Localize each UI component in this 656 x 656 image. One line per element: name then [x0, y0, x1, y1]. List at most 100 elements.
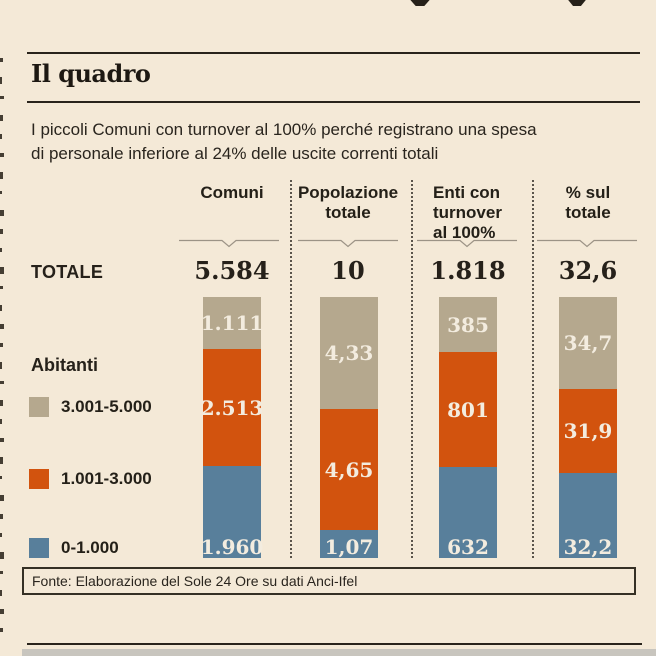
page-edge-text-fragment: [0, 191, 2, 194]
stacked-bar: 1.111 2.513 1.960: [200, 297, 264, 559]
header-pointer-line: [417, 239, 517, 248]
bar-segment: 632: [439, 467, 497, 558]
column-header: Popolazione totale: [288, 183, 408, 223]
legend-item: 3.001-5.000: [29, 397, 152, 417]
legend-swatch: [29, 538, 49, 558]
page-edge-text-fragment: [0, 324, 4, 329]
page-edge-text-fragment: [0, 381, 4, 384]
page-edge-text-fragment: [0, 115, 3, 121]
page-edge-text-fragment: [0, 248, 2, 252]
source-text: Fonte: Elaborazione del Sole 24 Ore su d…: [32, 573, 358, 589]
column-header-line: totale: [565, 203, 611, 222]
legend-label: 0-1.000: [61, 538, 119, 557]
page-edge-text-fragment: [0, 495, 4, 501]
column-separator: [290, 180, 292, 558]
bar-segment: 801: [439, 352, 497, 467]
page-edge-text-fragment: [0, 400, 3, 406]
bar-segment: 385: [439, 297, 497, 352]
header-pointer-line: [179, 239, 279, 248]
column-header-line: turnover: [433, 203, 502, 222]
bar-segment: 1,07: [320, 530, 378, 558]
bar-segment-value: 385: [447, 312, 489, 337]
page-edge-text-fragment: [0, 172, 3, 179]
subtitle-line-1: I piccoli Comuni con turnover al 100% pe…: [31, 120, 537, 139]
legend-swatch: [29, 469, 49, 489]
page-edge-text-fragment: [0, 609, 4, 614]
page-edge-text-fragment: [0, 438, 4, 442]
page-edge-text-fragment: [0, 419, 2, 424]
bar-segment: 32,2: [559, 473, 617, 558]
bar-segment: 31,9: [559, 389, 617, 473]
cropped-headline-fragment: [410, 0, 430, 6]
page-edge-text-fragment: [0, 210, 4, 216]
legend-item: 0-1.000: [29, 538, 119, 558]
cropped-headline-fragment: [568, 0, 586, 6]
stacked-bar: 385 801 632: [439, 297, 497, 558]
bar-segment-value: 31,9: [563, 419, 613, 443]
chart-subtitle: I piccoli Comuni con turnover al 100% pe…: [31, 118, 537, 166]
page-edge-text-fragment: [0, 96, 4, 99]
stacked-bar: 34,7 31,9 32,2: [559, 297, 617, 558]
source-box: Fonte: Elaborazione del Sole 24 Ore su d…: [22, 567, 636, 595]
column-header-line: totale: [325, 203, 371, 222]
bar-segment-value: 1,07: [324, 535, 374, 559]
column-total-value: 32,6: [558, 256, 618, 285]
bar-segment: 4,65: [320, 409, 378, 530]
column-total-value: 10: [331, 256, 365, 285]
bottom-divider-line: [27, 643, 642, 645]
next-section-strip: [22, 649, 656, 656]
page-edge-text-fragment: [0, 58, 3, 62]
bar-segment: 1.111: [200, 297, 264, 349]
page-edge-text-fragment: [0, 514, 3, 519]
legend-title: Abitanti: [31, 355, 98, 375]
stacked-bar: 4,33 4,65 1,07: [320, 297, 378, 558]
page-edge-text-fragment: [0, 305, 2, 311]
bar-segment: 34,7: [559, 297, 617, 389]
subtitle-line-2: di personale inferiore al 24% delle usci…: [31, 144, 439, 163]
column-header: Enti con turnover al 100%: [433, 183, 543, 243]
title-underline: [27, 101, 640, 103]
legend-swatch: [29, 397, 49, 417]
legend-label: 3.001-5.000: [61, 397, 152, 416]
total-row-label: TOTALE: [31, 262, 104, 282]
page-edge-text-fragment: [0, 476, 2, 479]
page-edge-text-fragment: [0, 134, 2, 139]
bar-segment-value: 32,2: [563, 535, 613, 559]
bar-segment-value: 34,7: [563, 331, 613, 355]
column-header: % sul totale: [528, 183, 648, 223]
header-pointer-line: [537, 239, 637, 248]
page-edge-text-fragment: [0, 153, 4, 157]
column-separator: [411, 180, 413, 558]
bar-segment-value: 1.111: [200, 311, 264, 335]
column-total-value: 5.584: [194, 256, 270, 285]
page-edge-text-fragment: [0, 457, 3, 464]
section-title: Il quadro: [31, 59, 151, 88]
bar-segment-value: 1.960: [200, 535, 264, 559]
page-edge-text-fragment: [0, 77, 2, 84]
page-edge-text-fragment: [0, 267, 4, 274]
page-edge-text-fragment: [0, 552, 4, 559]
header-pointer-line: [298, 239, 398, 248]
bar-segment: 4,33: [320, 297, 378, 409]
bar-segment: 2.513: [200, 349, 264, 466]
page-edge-text-fragment: [0, 590, 2, 596]
legend-item: 1.001-3.000: [29, 469, 152, 489]
page-edge-text-fragment: [0, 286, 3, 289]
bar-segment-value: 4,33: [324, 341, 374, 365]
page-edge-text-fragment: [0, 628, 3, 632]
column-header-line: Comuni: [200, 183, 264, 202]
column-header-line: al 100%: [433, 223, 496, 242]
bar-segment-value: 2.513: [200, 395, 264, 420]
column-header: Comuni: [172, 183, 292, 203]
page-edge-text-fragment: [0, 533, 2, 537]
column-header-line: % sul: [565, 183, 611, 202]
top-divider-line: [27, 52, 640, 54]
page-edge-text-fragment: [0, 571, 3, 574]
column-separator: [532, 180, 534, 558]
page-edge-text-fragment: [0, 343, 3, 347]
page-edge-text-fragment: [0, 362, 2, 369]
bar-segment-value: 801: [447, 397, 489, 422]
legend-label: 1.001-3.000: [61, 469, 152, 488]
bar-segment-value: 4,65: [324, 457, 374, 482]
bar-segment: 1.960: [200, 466, 264, 559]
